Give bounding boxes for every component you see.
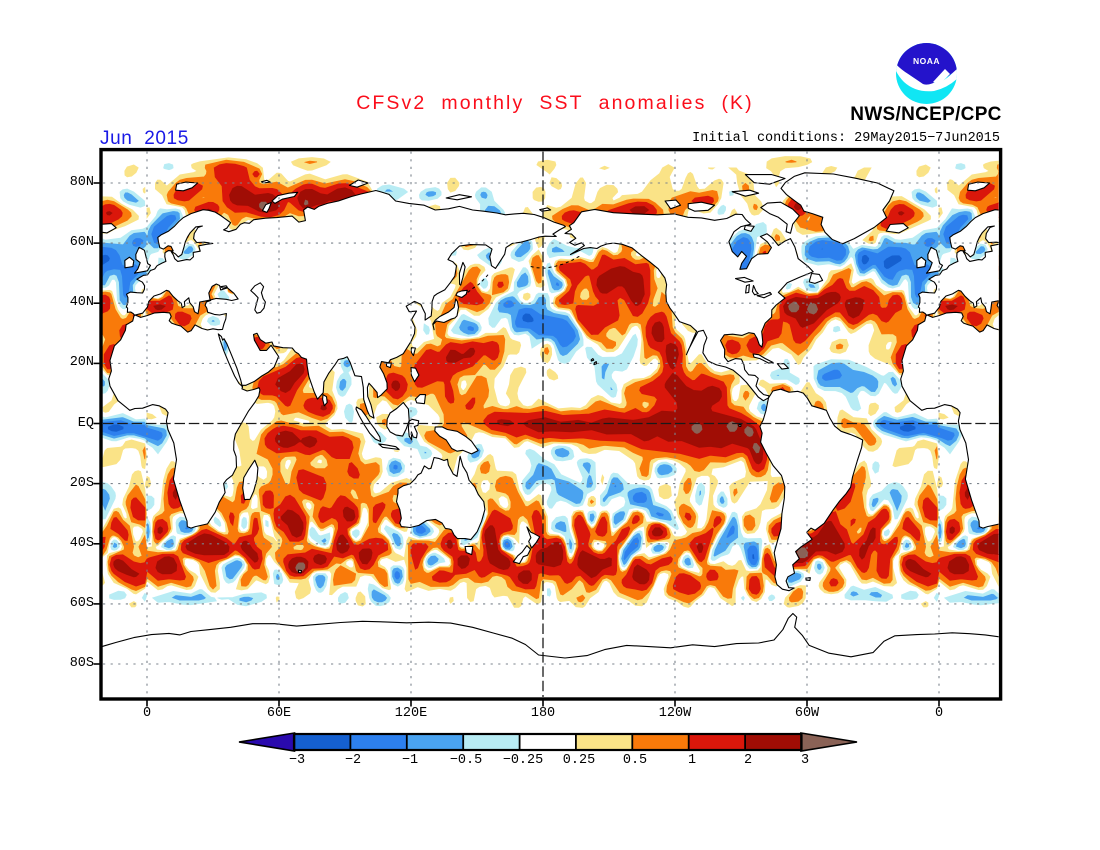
svg-text:NOAA: NOAA (913, 56, 940, 66)
